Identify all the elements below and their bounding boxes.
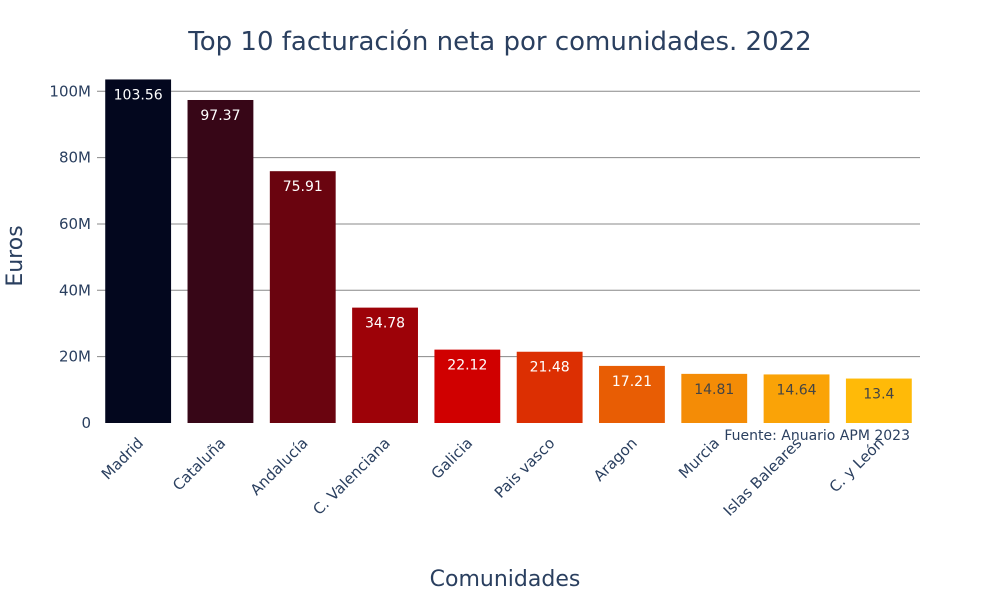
bar xyxy=(599,365,665,423)
bar xyxy=(105,79,172,423)
x-tick-label: C. Valenciana xyxy=(309,434,394,519)
bar-data-label: 14.64 xyxy=(777,382,817,398)
bar xyxy=(269,171,336,423)
bar xyxy=(763,374,830,423)
y-axis-title: Euros xyxy=(3,225,28,286)
y-tick-label: 40M xyxy=(59,281,91,299)
y-axis-ticks: 0 20M 40M 60M 80M 100M xyxy=(49,82,91,432)
x-tick-label: Pais vasco xyxy=(491,434,559,502)
bar-data-label: 21.48 xyxy=(530,360,570,376)
x-tick-label: Cataluña xyxy=(169,434,229,494)
bar-data-label: 13.4 xyxy=(863,387,894,403)
bar xyxy=(434,349,501,423)
bar-data-label: 103.56 xyxy=(114,87,163,103)
x-tick-label: Madrid xyxy=(98,434,147,483)
bar xyxy=(516,351,583,423)
bar-data-label: 34.78 xyxy=(365,316,405,332)
bar-data-label: 17.21 xyxy=(612,374,652,390)
bar xyxy=(681,373,748,423)
bar xyxy=(352,307,418,423)
bar xyxy=(845,378,912,423)
x-tick-label: Islas Baleares xyxy=(720,434,806,520)
bar-labels: 103.56 97.37 75.91 34.78 22.12 21.48 17.21 14.8… xyxy=(114,87,895,402)
bar xyxy=(187,99,254,424)
source-annotation: Fuente: Anuario APM 2023 xyxy=(724,428,910,444)
y-tick-label: 0 xyxy=(81,414,91,432)
y-tick-label: 100M xyxy=(49,82,91,100)
y-tick-label: 60M xyxy=(59,215,91,233)
y-tick-label: 20M xyxy=(59,348,91,366)
x-tick-label: Aragon xyxy=(590,434,641,485)
y-tick-label: 80M xyxy=(59,149,91,167)
chart-title: Top 10 facturación neta por comunidades.… xyxy=(187,27,811,57)
bars xyxy=(105,79,912,424)
x-tick-label: Murcia xyxy=(675,434,723,482)
bar-data-label: 22.12 xyxy=(447,358,487,374)
x-tick-label: Galicia xyxy=(428,434,477,483)
bar-data-label: 97.37 xyxy=(200,108,240,124)
x-tick-label: Andalucía xyxy=(247,434,312,499)
x-axis-title: Comunidades xyxy=(430,567,581,592)
bar-data-label: 75.91 xyxy=(283,179,323,195)
bar-data-label: 14.81 xyxy=(694,382,734,398)
